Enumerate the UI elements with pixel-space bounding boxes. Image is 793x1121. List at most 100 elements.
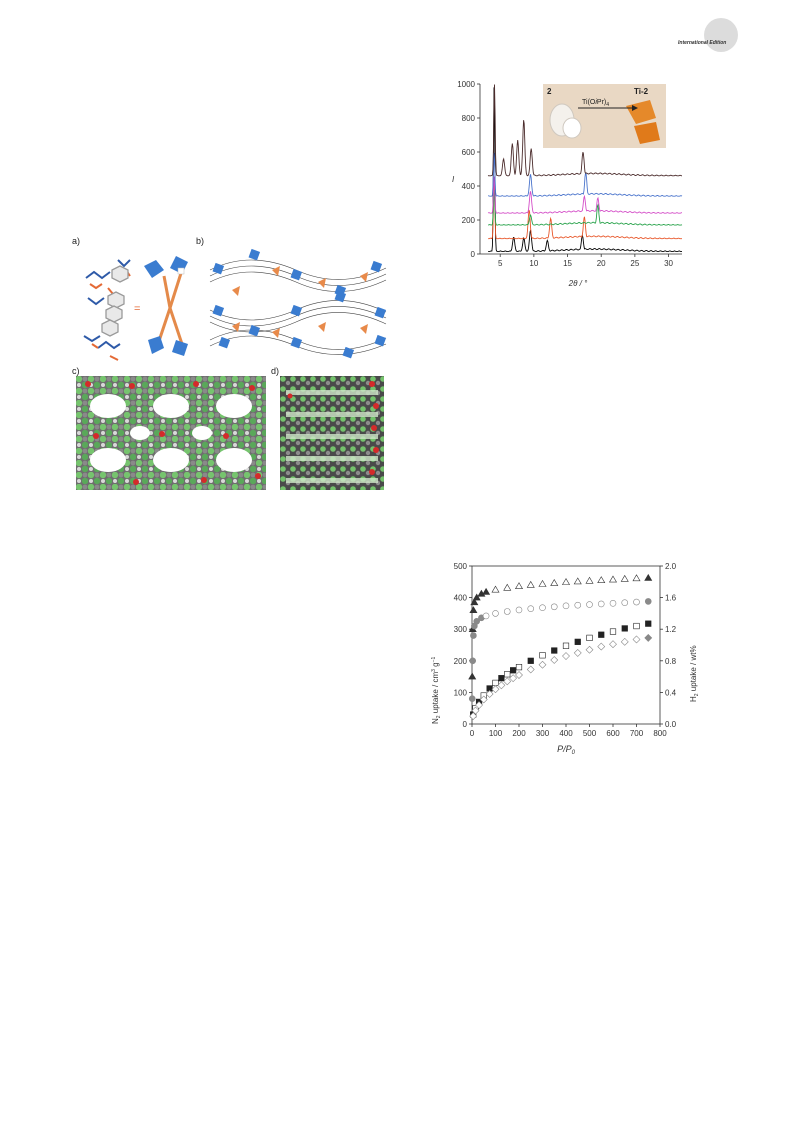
uptake-point-triangle — [482, 587, 491, 595]
uptake-point-square — [574, 638, 581, 645]
uptake-point-diamond — [471, 706, 480, 715]
uptake-point-circle — [574, 601, 582, 609]
uptake-y-left-tick-label: 500 — [454, 562, 468, 571]
uptake-point-triangle — [561, 578, 571, 585]
pxrd-x-tick-label: 15 — [563, 259, 572, 268]
uptake-point-diamond — [585, 645, 594, 654]
uptake-y-left-tick-label: 200 — [454, 657, 468, 666]
pxrd-y-tick-label: 800 — [462, 114, 476, 123]
uptake-point-square — [504, 671, 511, 678]
uptake-point-circle — [550, 603, 558, 611]
inset-arrow-label: Ti(OiPr)4 — [582, 99, 609, 108]
uptake-point-circle — [492, 610, 499, 617]
uptake-point-square — [515, 664, 523, 671]
panel-label-d: d) — [271, 366, 280, 376]
uptake-point-triangle — [644, 573, 653, 581]
uptake-y-right-tick-label: 0.4 — [665, 688, 677, 697]
uptake-point-circle — [539, 604, 546, 612]
uptake-point-diamond — [538, 660, 547, 669]
uptake-y-right-label: H2 uptake / wt% — [689, 645, 700, 702]
uptake-point-circle — [633, 598, 640, 606]
uptake-point-circle — [469, 657, 477, 665]
uptake-point-circle — [515, 606, 523, 614]
uptake-x-tick-label: 300 — [536, 729, 550, 738]
uptake-y-right-tick-label: 0.8 — [665, 657, 677, 666]
uptake-point-square — [539, 652, 546, 659]
pxrd-x-tick-label: 30 — [664, 259, 673, 268]
uptake-point-triangle — [608, 575, 618, 583]
uptake-point-square — [527, 657, 534, 664]
uptake-x-tick-label: 0 — [470, 729, 475, 738]
uptake-point-square — [492, 679, 499, 687]
uptake-point-triangle — [503, 583, 512, 591]
uptake-point-diamond — [475, 701, 483, 709]
pxrd-series-line — [487, 176, 682, 214]
space-filling-view-d — [280, 376, 384, 490]
inset-label-ti2: Ti-2 — [634, 87, 649, 96]
uptake-point-square — [586, 634, 593, 641]
uptake-point-triangle — [632, 574, 641, 582]
uptake-point-triangle — [468, 672, 477, 680]
pxrd-x-tick-label: 20 — [597, 259, 606, 268]
uptake-point-square — [645, 620, 652, 627]
uptake-y-right-tick-label: 1.6 — [665, 594, 677, 603]
uptake-point-triangle — [550, 578, 559, 586]
uptake-y-left-tick-label: 100 — [454, 688, 468, 697]
panel-label-b: b) — [196, 236, 205, 246]
uptake-point-circle — [470, 632, 477, 639]
uptake-point-diamond — [609, 640, 617, 649]
uptake-point-circle — [503, 608, 511, 615]
uptake-point-diamond — [644, 633, 653, 642]
uptake-x-tick-label: 600 — [606, 729, 620, 738]
space-filling-view-c — [76, 376, 266, 490]
uptake-point-diamond — [485, 690, 494, 698]
uptake-chart: 0 100 200 300 400 500 600 700 800 0 100 200 300 400 50… — [431, 562, 700, 756]
uptake-point-triangle — [620, 574, 629, 582]
uptake-point-square — [562, 642, 570, 649]
panel-label-c: c) — [72, 366, 80, 376]
uptake-point-diamond — [620, 637, 629, 646]
uptake-point-diamond — [479, 695, 488, 704]
pxrd-x-label: 2θ / ° — [568, 279, 588, 288]
inset-label-2: 2 — [547, 87, 552, 96]
uptake-point-triangle — [597, 576, 606, 584]
uptake-point-square — [551, 647, 558, 654]
svg-text:=: = — [134, 303, 140, 315]
panel-label-a: a) — [72, 236, 81, 246]
uptake-y-right-tick-label: 2.0 — [665, 562, 677, 571]
uptake-y-left-tick-label: 0 — [463, 720, 468, 729]
uptake-point-diamond — [497, 681, 506, 690]
uptake-point-diamond — [503, 677, 512, 686]
pxrd-y-tick-label: 400 — [462, 182, 476, 191]
uptake-point-circle — [586, 601, 593, 608]
uptake-point-diamond — [550, 656, 559, 664]
uptake-point-triangle — [472, 593, 481, 601]
uptake-point-square — [609, 628, 617, 635]
pxrd-series-line — [488, 190, 683, 226]
uptake-point-diamond — [509, 674, 518, 683]
uptake-point-triangle — [514, 582, 524, 590]
badge-text: International Edition — [678, 40, 727, 46]
uptake-x-tick-label: 700 — [630, 729, 644, 738]
structure-figure: a) b) c) d) = — [72, 236, 392, 494]
uptake-point-diamond — [469, 712, 478, 721]
uptake-point-diamond — [573, 648, 582, 657]
uptake-point-circle — [562, 602, 570, 610]
uptake-point-circle — [482, 612, 490, 620]
uptake-y-left-label: N2 uptake / cm3 g−1 — [431, 656, 442, 724]
pxrd-series-line — [487, 84, 682, 177]
uptake-point-square — [498, 675, 505, 682]
pxrd-series-line — [488, 183, 682, 240]
uptake-point-circle — [644, 598, 652, 605]
pxrd-series-line — [488, 152, 683, 197]
pxrd-y-label: I — [452, 175, 455, 184]
uptake-point-square — [510, 667, 517, 674]
uptake-y-left-tick-label: 300 — [454, 625, 468, 634]
uptake-point-square — [621, 625, 628, 632]
uptake-x-tick-label: 200 — [512, 729, 526, 738]
uptake-point-square — [633, 622, 640, 630]
uptake-point-triangle — [470, 598, 479, 606]
uptake-point-diamond — [515, 671, 523, 679]
uptake-y-right-tick-label: 1.2 — [665, 625, 677, 634]
ligand-schematic: = — [83, 256, 188, 361]
